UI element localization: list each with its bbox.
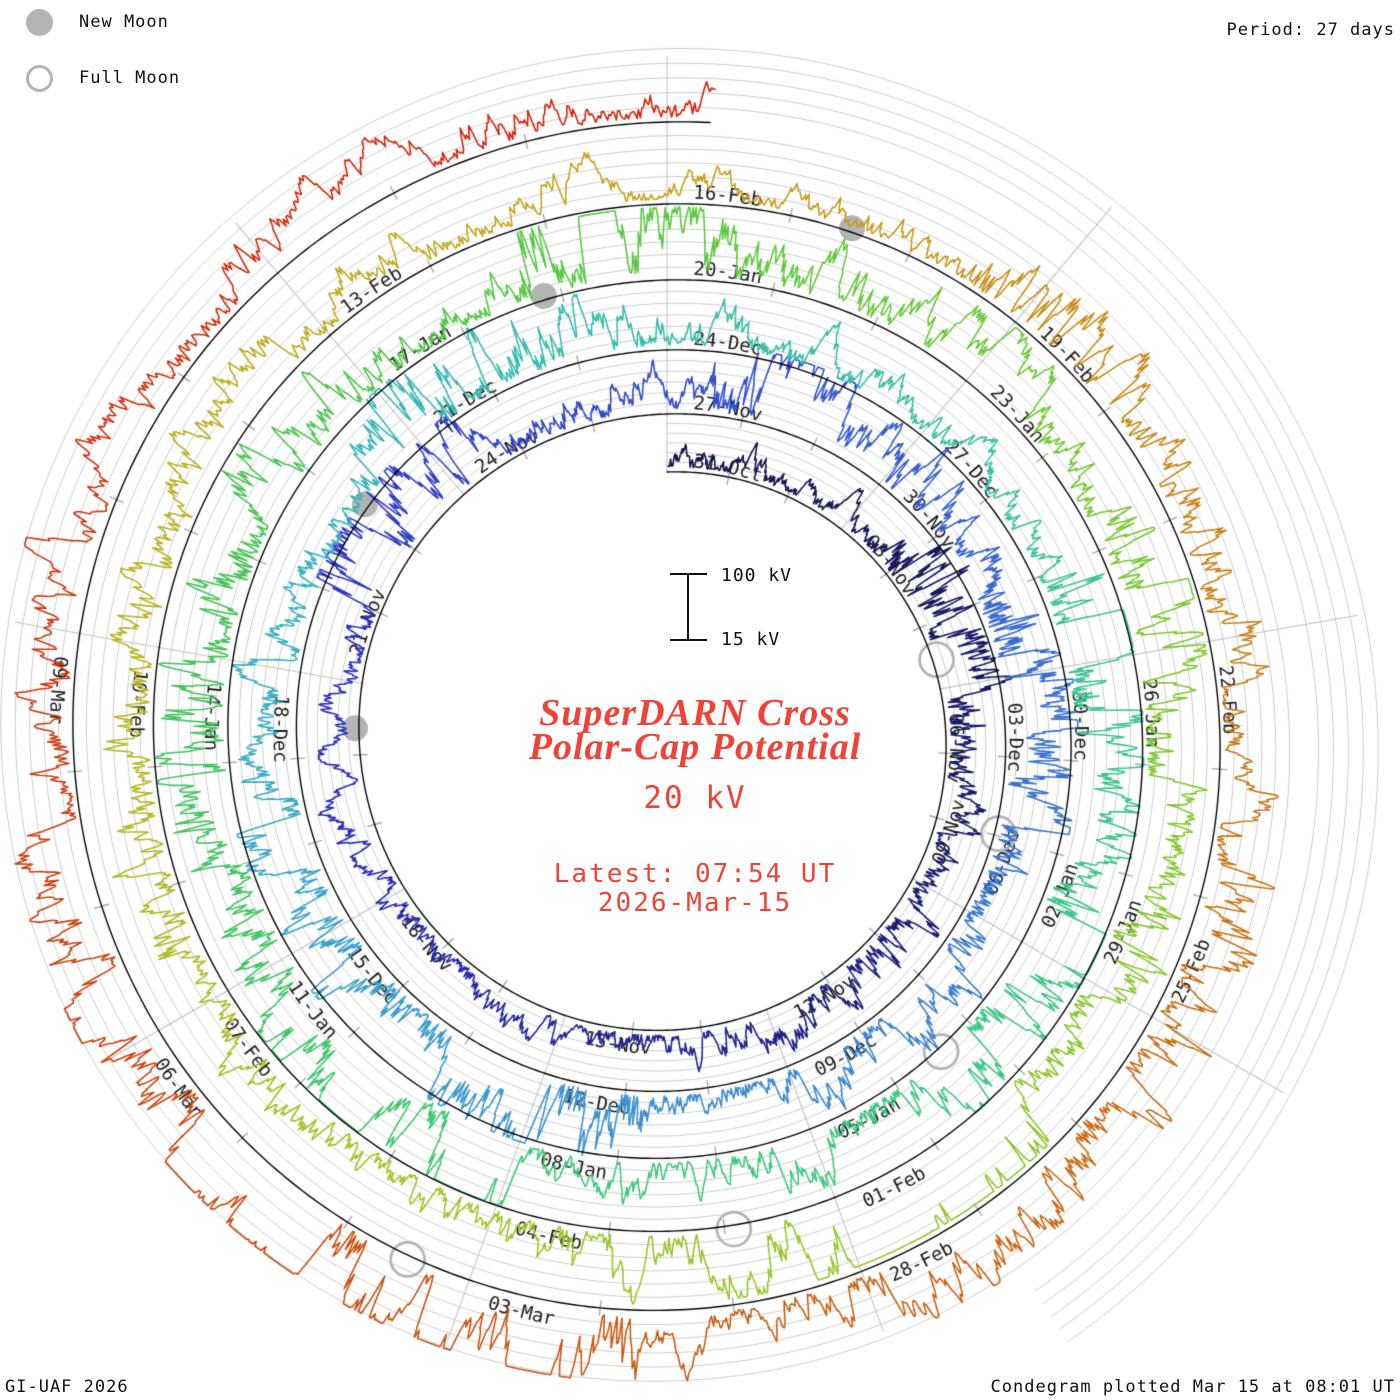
period-label: Period: 27 days [1226,20,1395,40]
chart-title-line2: Polar-Cap Potential [528,726,862,768]
scale-bar-top-cap [670,573,707,575]
scale-bar-top-label: 100 kV [721,565,793,586]
new-moon-icon [26,8,53,36]
scale-bar-bottom-cap [670,639,707,641]
new-moon-label: New Moon [79,12,169,32]
full-moon-icon [26,64,53,92]
latest-date-label: 2026-Mar-15 [597,888,793,918]
scale-bar-line [687,574,689,641]
scale-bar-bottom-label: 15 kV [721,629,781,650]
latest-value-kv: 20 kV [643,780,747,816]
credit-label: GI-UAF 2026 [5,1377,129,1397]
chart-title-line1: SuperDARN Cross [539,692,851,734]
legend-new-moon: New Moon [26,6,180,38]
plotted-timestamp-label: Condegram plotted Mar 15 at 08:01 UT [990,1377,1395,1397]
full-moon-label: Full Moon [79,68,181,88]
legend-full-moon: Full Moon [26,62,180,94]
center-titles: SuperDARN Cross Polar-Cap Potential 20 k… [345,692,1045,918]
moon-legend: New Moon Full Moon [26,6,180,118]
latest-time-label: Latest: 07:54 UT [553,859,837,889]
